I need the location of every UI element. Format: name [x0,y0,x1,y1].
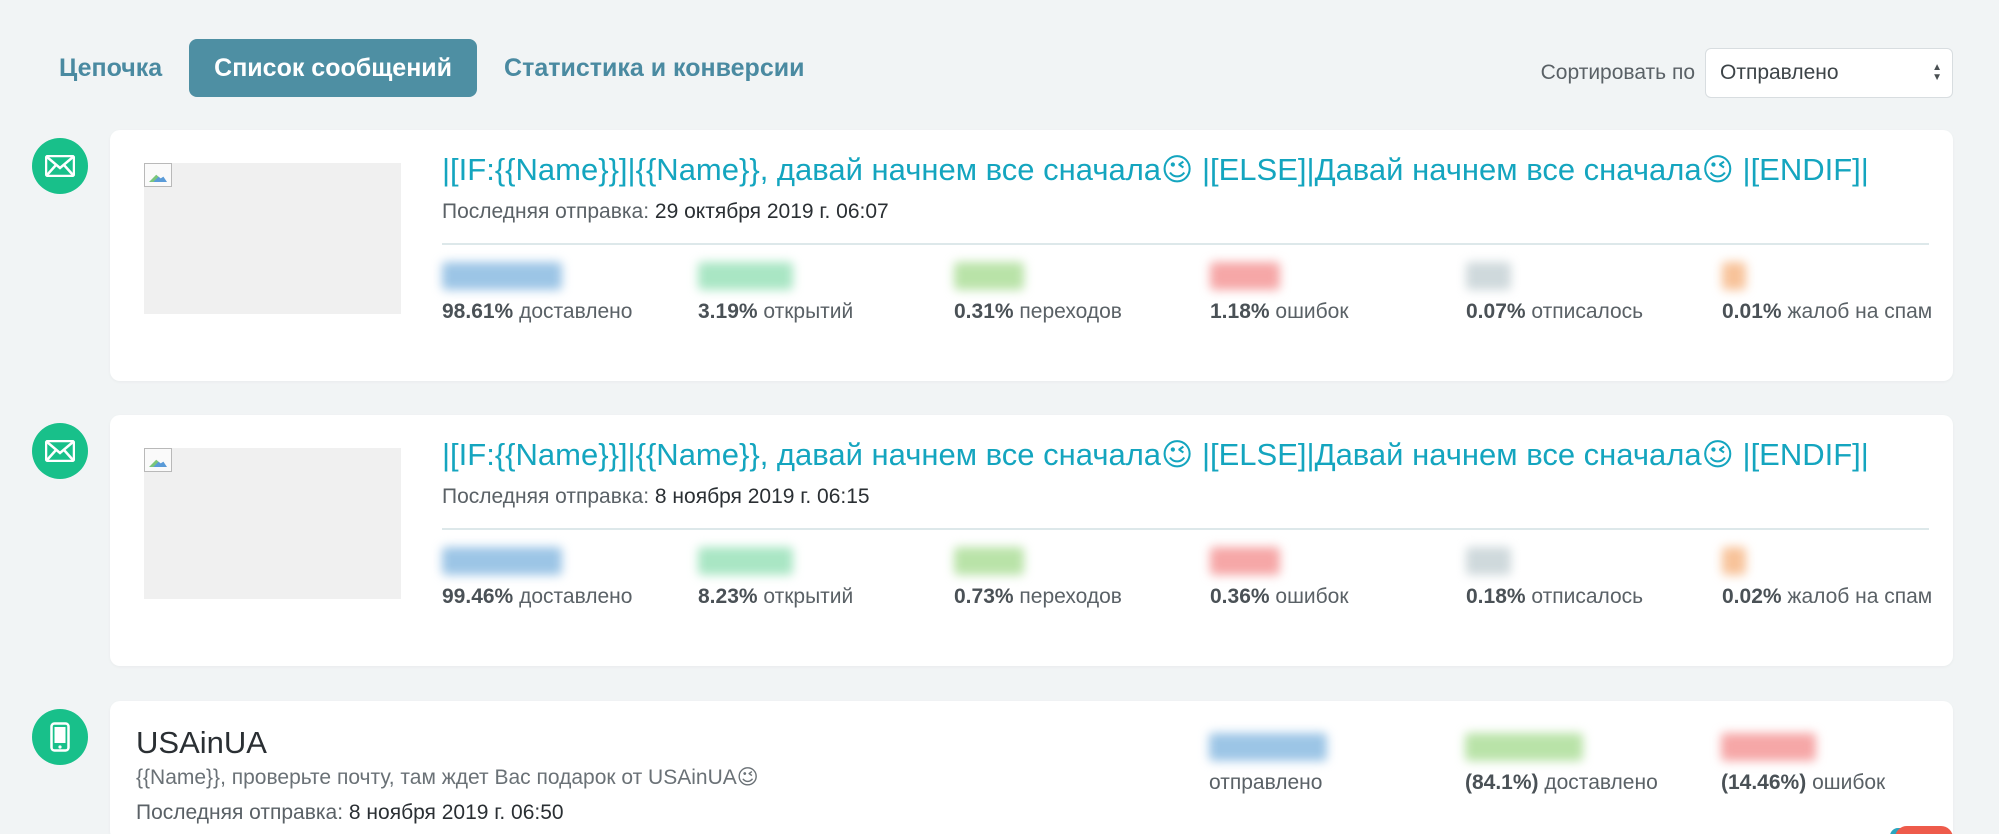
blurred-count [698,262,793,290]
message-title[interactable]: |[IF:{{Name}}]|{{Name}}, давай начнем вс… [442,152,1869,187]
tab-chain[interactable]: Цепочка [59,53,163,82]
stat-pct: 0.31% [954,300,1014,323]
last-sent-date: 8 ноября 2019 г. 06:15 [654,485,870,508]
blurred-count [1209,733,1327,761]
stat-errors: 0.36% ошибок [1210,547,1435,608]
stat-pct: 0.73% [954,585,1014,608]
tab-stats-conversions[interactable]: Статистика и конверсии [504,53,805,82]
sort-select[interactable]: Отправлено ▲ ▼ [1705,48,1953,98]
last-sent-label: Последняя отправка: [442,200,650,223]
last-sent: Последняя отправка: 29 октября 2019 г. 0… [442,200,889,224]
last-sent-date: 29 октября 2019 г. 06:07 [654,200,889,223]
message-card-sms[interactable]: USAinUA {{Name}}, проверьте почту, там ж… [110,701,1953,834]
blurred-count [442,547,562,575]
stat-pct: 99.46% [442,585,514,608]
last-sent-label: Последняя отправка: [136,801,344,824]
stat-label: отписалось [1531,585,1644,608]
stat-clicks: 0.73% переходов [954,547,1179,608]
message-card-email-1[interactable]: |[IF:{{Name}}]|{{Name}}, давай начнем вс… [110,130,1953,381]
envelope-icon [32,423,88,479]
phone-icon [32,709,88,765]
stat-label: переходов [1019,585,1122,608]
stat-pct: 0.02% [1722,585,1782,608]
stat-pct: (84.1%) [1465,771,1539,794]
blurred-count [1210,262,1280,290]
email-thumbnail [144,448,401,599]
stat-opens: 8.23% открытий [698,547,923,608]
divider [442,243,1929,245]
envelope-icon [32,138,88,194]
stat-pct: 0.01% [1722,300,1782,323]
blurred-count [1210,547,1280,575]
blurred-count [954,547,1024,575]
blurred-count [1466,262,1511,290]
stat-unsubscribed: 0.07% отписалось [1466,262,1691,323]
last-sent: Последняя отправка: 8 ноября 2019 г. 06:… [442,485,870,509]
blurred-count [1722,547,1746,575]
blurred-count [1722,262,1746,290]
stat-label: жалоб на спам [1787,585,1933,608]
stat-pct: 0.07% [1466,300,1526,323]
stats-row: 99.46% доставлено 8.23% открытий 0.73% п… [442,547,1933,647]
stat-unsubscribed: 0.18% отписалось [1466,547,1691,608]
stat-pct: 0.36% [1210,585,1270,608]
stat-pct: (14.46%) [1721,771,1807,794]
stat-label: доставлено [519,300,633,323]
stat-label: доставлено [1544,771,1658,794]
email-thumbnail [144,163,401,314]
stat-sent: отправлено [1209,733,1434,794]
select-arrows-icon: ▲ ▼ [1932,62,1942,83]
sort-control: Сортировать по Отправлено ▲ ▼ [1541,48,1953,98]
stat-label: открытий [763,300,854,323]
last-sent-label: Последняя отправка: [442,485,650,508]
stat-label: ошибок [1812,771,1886,794]
last-sent: Последняя отправка: 8 ноября 2019 г. 06:… [136,801,564,825]
stat-errors: 1.18% ошибок [1210,262,1435,323]
stats-row: 98.61% доставлено 3.19% открытий 0.31% п… [442,262,1933,362]
stat-pct: 98.61% [442,300,514,323]
blurred-count [1465,733,1583,761]
sms-stats-row: отправлено (84.1%) доставлено (14.46%) о… [1209,733,1933,813]
stat-delivered: 98.61% доставлено [442,262,667,323]
stat-opens: 3.19% открытий [698,262,923,323]
stat-delivered: 99.46% доставлено [442,547,667,608]
stat-spam: 0.02% жалоб на спам [1722,547,1947,608]
sort-selected-value: Отправлено [1720,61,1839,84]
last-sent-date: 8 ноября 2019 г. 06:50 [348,801,564,824]
stat-label: ошибок [1275,300,1349,323]
blurred-count [442,262,562,290]
sort-label: Сортировать по [1540,61,1695,84]
tab-message-list[interactable]: Список сообщений [189,39,478,97]
stat-label: ошибок [1275,585,1349,608]
stat-delivered: (84.1%) доставлено [1465,733,1690,794]
stat-label: отправлено [1209,771,1323,794]
stat-errors: (14.46%) ошибок [1721,733,1946,794]
message-card-email-2[interactable]: |[IF:{{Name}}]|{{Name}}, давай начнем вс… [110,415,1953,666]
broken-image-icon [144,448,172,472]
stat-label: жалоб на спам [1787,300,1933,323]
blurred-count [1721,733,1816,761]
stat-label: отписалось [1531,300,1644,323]
stat-spam: 0.01% жалоб на спам [1722,262,1947,323]
blurred-count [954,262,1024,290]
stat-label: переходов [1019,300,1122,323]
stat-label: доставлено [519,585,633,608]
divider [442,528,1929,530]
sms-text: {{Name}}, проверьте почту, там ждет Вас … [136,766,759,789]
stat-pct: 3.19% [698,300,758,323]
blurred-count [698,547,793,575]
chat-widget-badge[interactable] [1895,826,1953,834]
stat-pct: 0.18% [1466,585,1526,608]
broken-image-icon [144,163,172,187]
tab-bar: Цепочка Список сообщений Статистика и ко… [34,39,831,97]
stat-label: открытий [763,585,854,608]
stat-clicks: 0.31% переходов [954,262,1179,323]
stat-pct: 1.18% [1210,300,1270,323]
message-title[interactable]: |[IF:{{Name}}]|{{Name}}, давай начнем вс… [442,437,1869,472]
stat-pct: 8.23% [698,585,758,608]
blurred-count [1466,547,1511,575]
sms-title[interactable]: USAinUA [136,725,267,760]
